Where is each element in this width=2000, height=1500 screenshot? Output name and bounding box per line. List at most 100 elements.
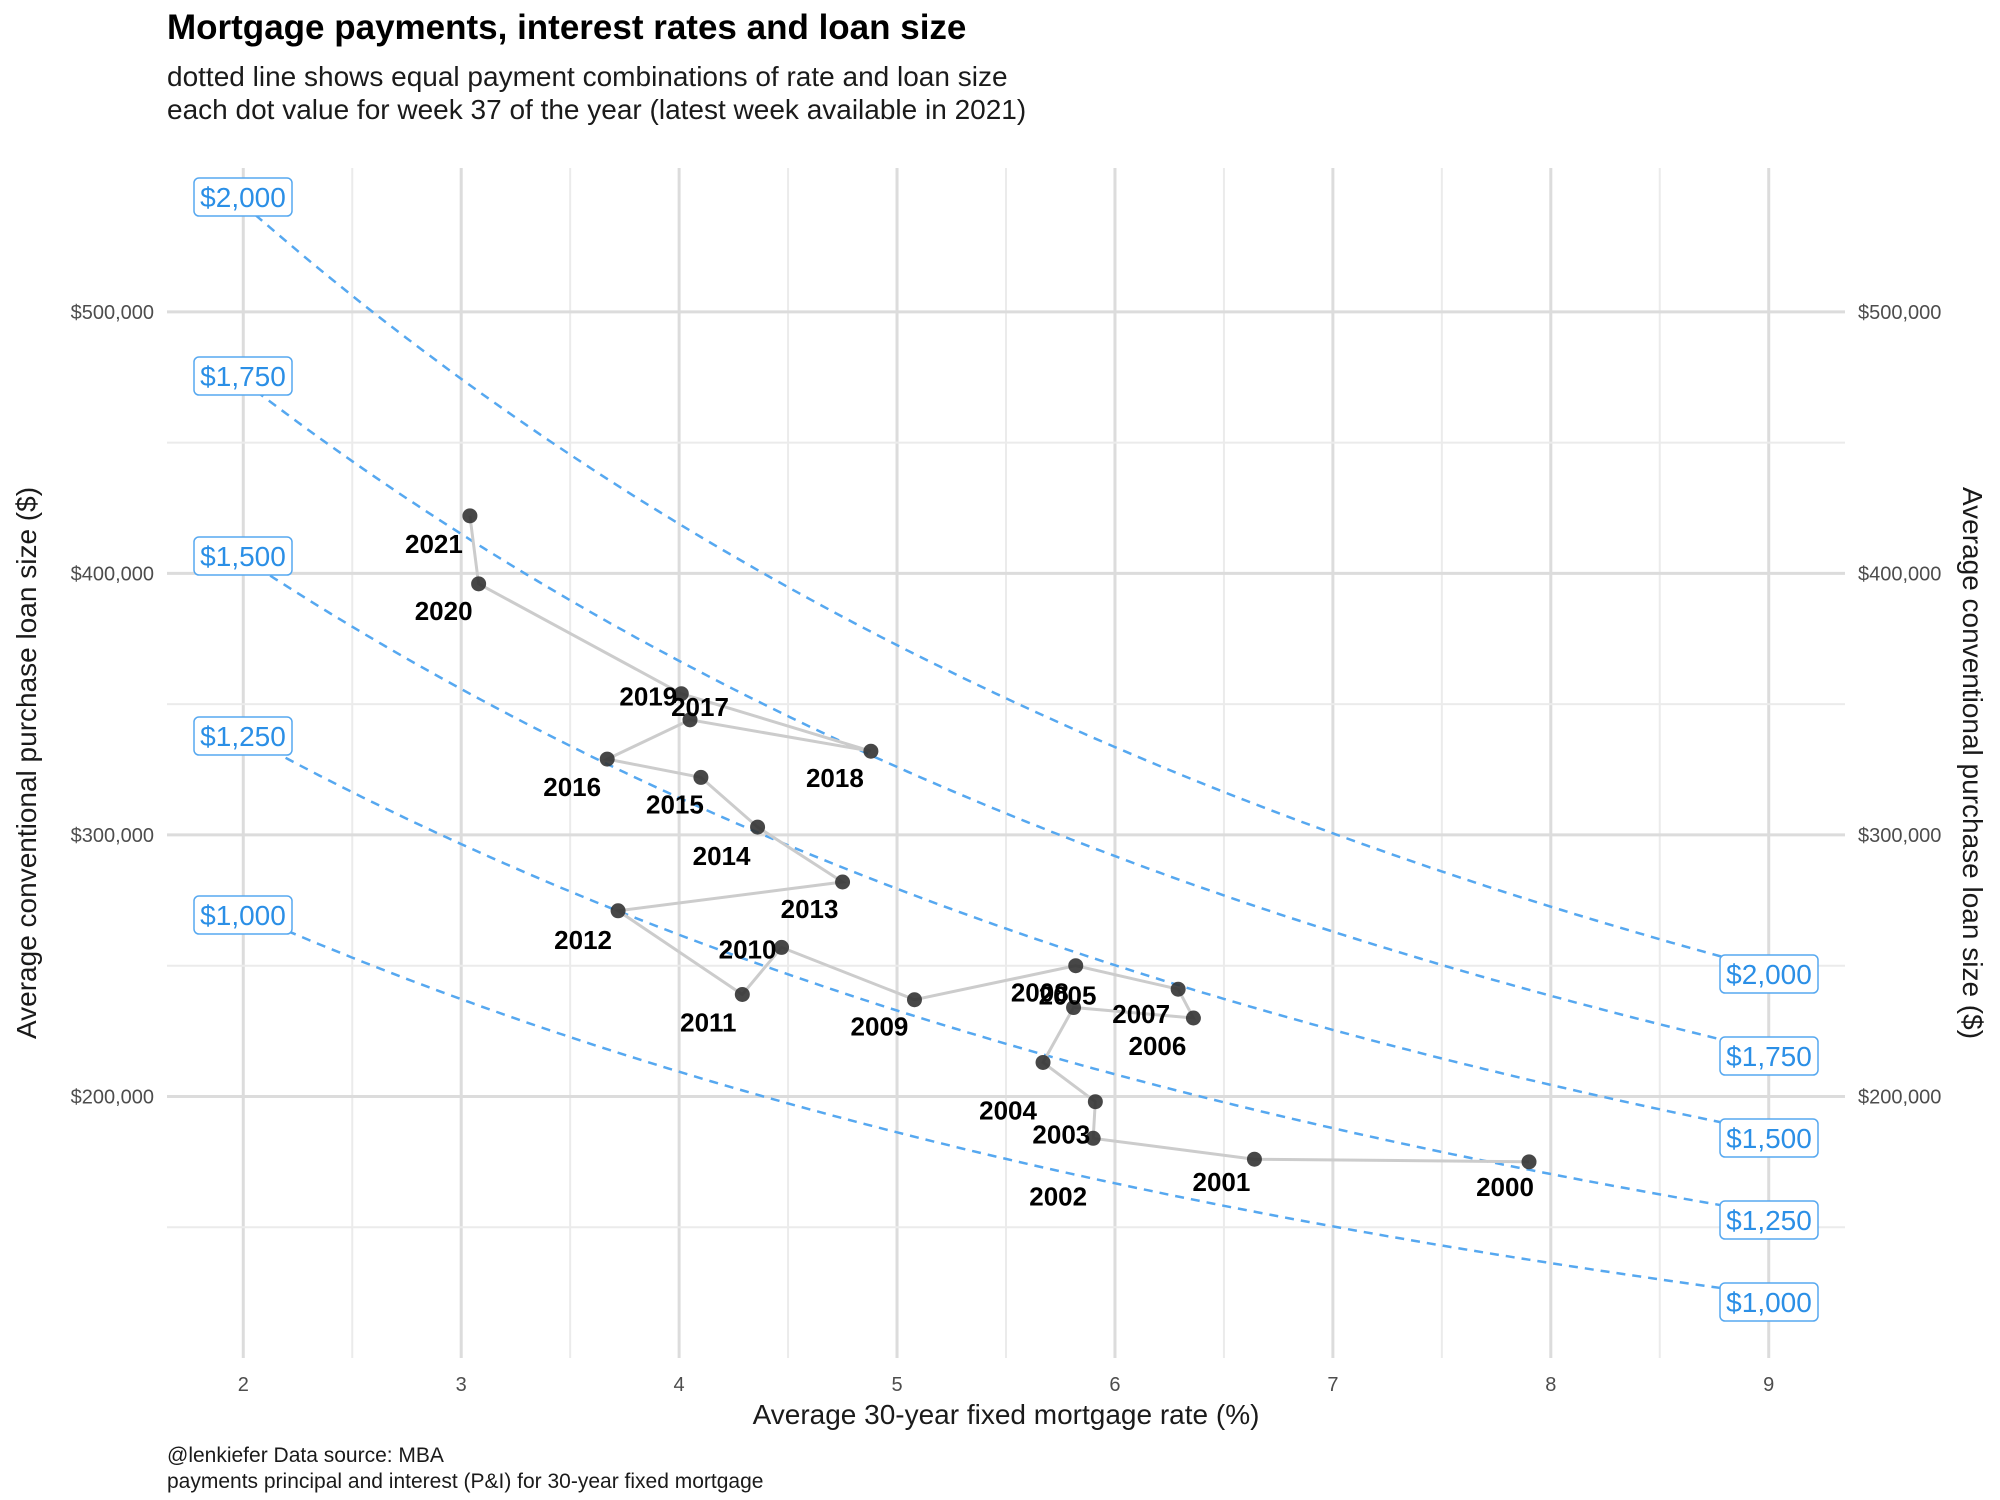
payment-labels: $1,000 $1,000 $1,250 $1,250 $1,500 $1,500 $1,7…: [193, 177, 1819, 1322]
payment-curve: [242, 734, 1769, 1215]
y-tick-label-right: $500,000: [1858, 302, 1941, 324]
payment-label-left: $1,750: [200, 361, 286, 392]
data-point: [682, 712, 698, 728]
payment-label-right: $1,500: [1726, 1123, 1812, 1154]
payment-label-box-right: [1719, 1282, 1819, 1322]
payment-label-left: $2,000: [200, 182, 286, 213]
data-point: [1035, 1054, 1051, 1070]
payment-curve: [242, 910, 1769, 1296]
year-label-2021: 2021: [405, 529, 463, 559]
year-label-2013: 2013: [781, 894, 839, 924]
y-gridlines: [167, 310, 1845, 1229]
y-tick-label-left: $500,000: [71, 302, 154, 324]
data-point: [1185, 1010, 1201, 1026]
x-axis-title: Average 30-year fixed mortgage rate (%): [753, 1399, 1260, 1430]
y-tick-label-left: $300,000: [71, 825, 154, 847]
data-point: [673, 686, 689, 702]
payment-label-box-right: [1719, 1118, 1819, 1158]
year-label-2007: 2007: [1112, 999, 1170, 1029]
payment-label-box-left: [193, 177, 293, 217]
data-point: [1521, 1154, 1537, 1170]
chart-title: Mortgage payments, interest rates and lo…: [167, 8, 967, 47]
year-label-2003: 2003: [1032, 1120, 1090, 1150]
data-point: [1246, 1151, 1262, 1167]
payment-curve: [242, 380, 1769, 1052]
x-tick-label: 9: [1763, 1374, 1774, 1396]
data-points: [462, 508, 1537, 1170]
year-label-2014: 2014: [693, 841, 751, 871]
data-point: [462, 508, 478, 524]
payment-label-right: $2,000: [1726, 959, 1812, 990]
data-point: [906, 992, 922, 1008]
payment-curve: [242, 557, 1769, 1134]
data-point: [1068, 958, 1084, 974]
chart-caption-line-1: @lenkiefer Data source: MBA: [167, 1444, 444, 1467]
data-point: [750, 819, 766, 835]
payment-label-box-left: [193, 716, 293, 756]
payment-label-box-right: [1719, 1200, 1819, 1240]
chart-subtitle-line-2: each dot value for week 37 of the year (…: [167, 94, 1027, 125]
year-label-2016: 2016: [543, 772, 601, 802]
year-label-2000: 2000: [1476, 1172, 1534, 1202]
year-label-2004: 2004: [979, 1095, 1037, 1125]
data-point: [774, 939, 790, 955]
payment-label-left: $1,000: [200, 900, 286, 931]
year-label-2009: 2009: [851, 1012, 909, 1042]
payment-label-right: $1,000: [1726, 1287, 1812, 1318]
x-tick-label: 8: [1545, 1374, 1556, 1396]
x-tick-label: 5: [891, 1374, 902, 1396]
data-point: [599, 751, 615, 767]
payment-label-box-left: [193, 536, 293, 576]
year-label-2002: 2002: [1029, 1181, 1087, 1211]
year-label-2019: 2019: [619, 682, 677, 712]
year-label-2008: 2008: [1011, 978, 1069, 1008]
y-tick-label-right: $200,000: [1858, 1086, 1941, 1108]
x-gridlines: [241, 168, 1771, 1358]
payment-label-box-right: [1719, 954, 1819, 994]
y-tick-label-left: $400,000: [71, 563, 154, 585]
data-point: [1087, 1094, 1103, 1110]
data-point: [1066, 1000, 1082, 1016]
data-point: [693, 769, 709, 785]
payment-label-right: $1,250: [1726, 1205, 1812, 1236]
data-point: [835, 874, 851, 890]
y-tick-label-right: $300,000: [1858, 825, 1941, 847]
year-label-2006: 2006: [1128, 1031, 1186, 1061]
y-tick-label-right: $400,000: [1858, 563, 1941, 585]
payment-label-box-left: [193, 895, 293, 935]
data-point: [863, 743, 879, 759]
y-tick-label-left: $200,000: [71, 1086, 154, 1108]
payment-label-right: $1,750: [1726, 1041, 1812, 1072]
payment-label-box-right: [1719, 1036, 1819, 1076]
payment-curve: [242, 203, 1770, 971]
year-label-2017: 2017: [671, 692, 729, 722]
chart-caption-line-2: payments principal and interest (P&I) fo…: [167, 1470, 764, 1493]
data-point: [610, 903, 626, 919]
x-tick-label: 2: [238, 1374, 249, 1396]
x-tick-label: 6: [1109, 1374, 1120, 1396]
x-tick-label: 4: [674, 1374, 685, 1396]
year-path: [468, 515, 1530, 1164]
data-point: [471, 576, 487, 592]
year-label-2012: 2012: [554, 925, 612, 955]
y-axis-title-left: Average conventional purchase loan size …: [11, 487, 42, 1039]
x-tick-label: 7: [1327, 1374, 1338, 1396]
year-label-2015: 2015: [646, 789, 704, 819]
year-label-2020: 2020: [415, 596, 473, 626]
payment-label-left: $1,500: [200, 541, 286, 572]
payment-label-box-left: [193, 356, 293, 396]
data-point: [1085, 1130, 1101, 1146]
payment-curves: [242, 203, 1770, 1296]
y-axis-title-right: Average conventional purchase loan size …: [1957, 487, 1988, 1039]
year-label-2011: 2011: [680, 1007, 736, 1037]
x-tick-label: 3: [456, 1374, 467, 1396]
chart-subtitle-line-1: dotted line shows equal payment combinat…: [167, 61, 1008, 92]
data-point: [734, 986, 750, 1002]
year-label-2005: 2005: [1039, 981, 1097, 1011]
year-label-2010: 2010: [719, 934, 777, 964]
data-point: [1170, 981, 1186, 997]
year-label-2018: 2018: [806, 763, 864, 793]
payment-label-left: $1,250: [200, 721, 286, 752]
